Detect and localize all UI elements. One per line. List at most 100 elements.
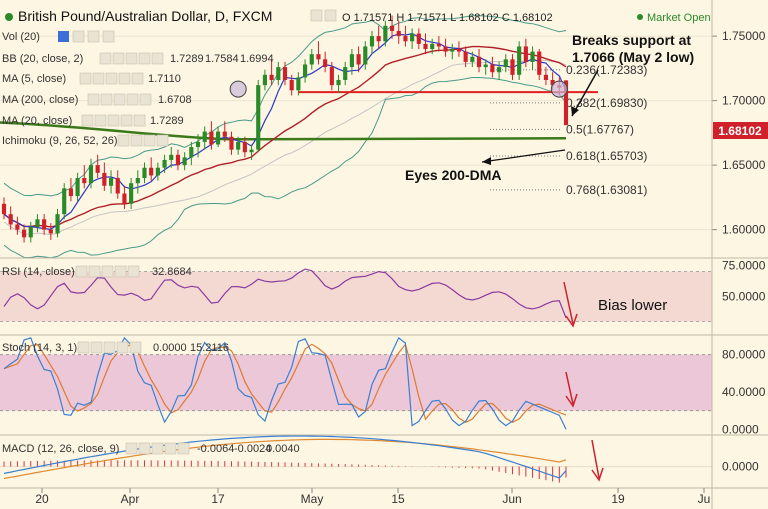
candle-body[interactable]	[142, 167, 147, 179]
close-icon[interactable]	[87, 30, 100, 43]
price-pane[interactable]: 1.75000 1.70000 1.65000 1.60000 0.236(1.7238…	[0, 15, 766, 259]
ma5-icons[interactable]	[79, 72, 144, 85]
candle-body[interactable]	[456, 49, 462, 52]
candle-body[interactable]	[436, 43, 441, 47]
candle-body[interactable]	[289, 79, 294, 91]
candle-body[interactable]	[383, 25, 388, 42]
candle-body[interactable]	[410, 33, 415, 42]
settings-icon[interactable]	[58, 31, 69, 42]
candle-body[interactable]	[503, 59, 508, 68]
candle-body[interactable]	[202, 131, 207, 142]
candle-body[interactable]	[236, 141, 241, 150]
candle-body[interactable]	[316, 54, 321, 60]
candle-body[interactable]	[222, 131, 227, 137]
rsi-icons[interactable]	[75, 265, 140, 278]
candle-body[interactable]	[563, 80, 569, 126]
candle-body[interactable]	[149, 167, 154, 176]
candle-body[interactable]	[95, 165, 100, 173]
ma200-label[interactable]: MA (200, close)	[2, 94, 78, 106]
candle-body[interactable]	[550, 79, 555, 86]
candle-body[interactable]	[510, 59, 515, 75]
stoch-icons[interactable]	[77, 341, 142, 354]
candle-body[interactable]	[175, 154, 181, 166]
candle-body[interactable]	[483, 64, 488, 68]
candle-body[interactable]	[88, 165, 94, 184]
candle-body[interactable]	[55, 214, 60, 234]
ma20-label[interactable]: MA (20, close)	[2, 115, 72, 127]
candle-body[interactable]	[302, 64, 308, 78]
candle-body[interactable]	[242, 141, 247, 153]
ichimoku-label[interactable]: Ichimoku (9, 26, 52, 26)	[2, 135, 118, 147]
candle-body[interactable]	[537, 51, 542, 75]
candle-body[interactable]	[376, 36, 381, 42]
candle-body[interactable]	[389, 25, 395, 31]
candle-body[interactable]	[523, 46, 528, 62]
bb-label[interactable]: BB (20, close, 2)	[2, 53, 83, 65]
candle-body[interactable]	[62, 188, 67, 215]
candle-body[interactable]	[68, 188, 73, 197]
candle-body[interactable]	[162, 159, 167, 168]
candle-body[interactable]	[182, 157, 187, 166]
visibility-icon[interactable]	[72, 30, 85, 43]
candle-body[interactable]	[369, 36, 375, 47]
candle-body[interactable]	[135, 178, 140, 184]
candle-body[interactable]	[497, 67, 502, 73]
candle-body[interactable]	[269, 74, 274, 80]
candle-body[interactable]	[8, 214, 13, 225]
candle-body[interactable]	[463, 51, 468, 62]
macd-icons[interactable]	[125, 442, 190, 455]
macd-pane[interactable]: 0.0000	[0, 435, 759, 483]
candle-body[interactable]	[15, 224, 20, 230]
header-tool-icons[interactable]	[310, 9, 337, 22]
candle-body[interactable]	[336, 79, 341, 86]
stoch-label[interactable]: Stoch (14, 3, 1)	[2, 342, 77, 354]
candle-body[interactable]	[75, 178, 80, 197]
candle-body[interactable]	[517, 46, 522, 75]
candle-body[interactable]	[470, 56, 475, 62]
candle-body[interactable]	[396, 30, 401, 37]
rsi-pane[interactable]: 75.0000 50.0000	[0, 258, 766, 322]
candle-body[interactable]	[216, 131, 221, 145]
candle-body[interactable]	[169, 154, 174, 160]
candle-body[interactable]	[249, 149, 254, 153]
candle-body[interactable]	[403, 36, 408, 42]
candle-body[interactable]	[430, 43, 435, 50]
candle-body[interactable]	[476, 56, 482, 68]
candle-body[interactable]	[48, 229, 53, 234]
candle-body[interactable]	[343, 67, 348, 80]
candle-body[interactable]	[82, 178, 87, 184]
candle-body[interactable]	[323, 59, 328, 68]
candle-body[interactable]	[296, 77, 301, 91]
candle-body[interactable]	[416, 33, 421, 44]
candle-body[interactable]	[530, 51, 535, 62]
ichimoku-icons[interactable]	[117, 134, 169, 147]
candle-body[interactable]	[276, 67, 281, 80]
ma200-icons[interactable]	[87, 93, 152, 106]
stoch-pane[interactable]: 80.0000 40.0000 0.0000	[0, 336, 766, 436]
candle-body[interactable]	[262, 74, 268, 86]
candle-body[interactable]	[443, 46, 448, 52]
candle-body[interactable]	[356, 54, 361, 65]
rsi-label[interactable]: RSI (14, close)	[2, 266, 75, 278]
candle-body[interactable]	[115, 178, 120, 194]
candle-body[interactable]	[42, 219, 47, 230]
ma20-icons[interactable]	[81, 114, 146, 127]
candle-body[interactable]	[155, 167, 160, 176]
candle-body[interactable]	[21, 229, 27, 238]
candle-body[interactable]	[423, 43, 428, 50]
candle-body[interactable]	[450, 49, 455, 52]
more-icon[interactable]	[102, 30, 115, 43]
candle-body[interactable]	[1, 203, 7, 215]
vol-label[interactable]: Vol (20)	[2, 31, 40, 43]
candle-body[interactable]	[363, 46, 368, 65]
candle-body[interactable]	[229, 136, 234, 150]
candle-body[interactable]	[209, 131, 214, 145]
candle-body[interactable]	[543, 74, 549, 80]
candle-body[interactable]	[309, 54, 314, 65]
candle-body[interactable]	[490, 64, 495, 73]
candle-body[interactable]	[256, 85, 261, 150]
candle-body[interactable]	[102, 172, 107, 186]
candle-body[interactable]	[329, 67, 334, 86]
bb-icons[interactable]	[99, 52, 164, 65]
